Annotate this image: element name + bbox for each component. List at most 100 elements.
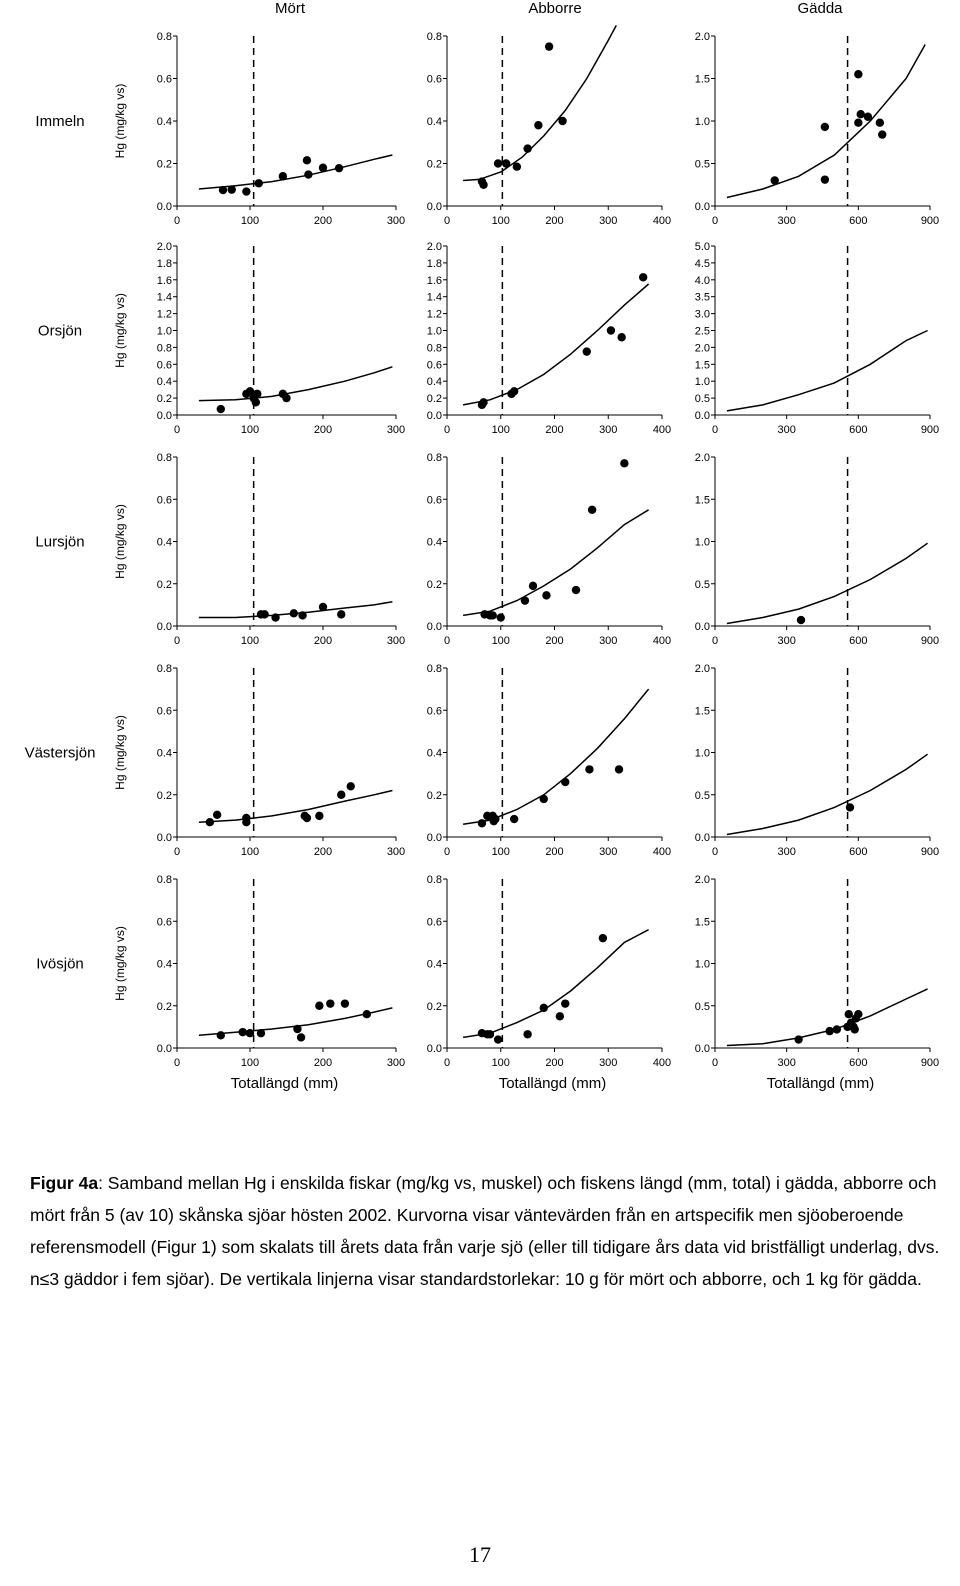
data-point [854,1010,863,1019]
x-axis-label: Totallängd (mm) [231,1075,339,1092]
x-tick-label: 300 [777,846,795,858]
x-tick-label: 400 [653,635,671,647]
y-tick-label: 1.4 [427,292,442,304]
x-tick-label: 100 [492,846,510,858]
y-tick-label: 0.4 [157,959,172,971]
data-point [825,1026,834,1036]
y-tick-label: 1.2 [157,309,172,321]
y-tick-label: 2.0 [695,874,710,886]
x-tick-label: 300 [387,846,405,858]
data-point [304,170,313,179]
x-tick-label: 100 [241,846,259,858]
y-tick-label: 1.0 [695,959,710,971]
data-point [614,765,624,774]
data-point [238,1027,247,1037]
y-tick-label: 0.2 [427,790,442,802]
data-point [638,273,648,282]
model-curve [726,753,929,836]
data-point [493,1035,503,1044]
x-tick-label: 200 [545,215,563,227]
x-tick-label: 300 [599,846,617,858]
y-tick-label: 0.2 [427,579,442,591]
data-point [256,1029,266,1038]
lake-title: Orsjön [38,323,82,340]
model-curve [462,929,649,1039]
y-tick-label: 0.2 [157,790,172,802]
x-tick-label: 900 [921,846,939,858]
x-tick-label: 400 [653,846,671,858]
y-tick-label: 0.0 [695,1043,710,1055]
x-tick-label: 400 [653,215,671,227]
x-tick-label: 0 [444,1057,450,1069]
y-tick-label: 3.0 [695,309,710,321]
x-tick-label: 200 [545,635,563,647]
x-tick-label: 0 [174,1057,180,1069]
data-point [337,610,346,619]
y-tick-label: 0.2 [427,159,442,171]
data-point [488,611,497,620]
chart-panel: 0.0 0.2 0.4 0.6 0.8 0 100 200 300 400 [427,25,671,227]
chart-panel: 0.0 0.2 0.4 0.6 0.8 1.0 1.2 1.4 1.6 1.8 2.0 0 100 200… [427,241,671,436]
y-tick-label: 0.0 [157,1043,172,1055]
data-point [523,1030,532,1039]
y-tick-label: 0.6 [427,74,442,86]
x-tick-label: 300 [777,1057,795,1069]
y-tick-label: 0.6 [157,916,172,928]
x-axis-label: Totallängd (mm) [499,1075,607,1092]
x-tick-label: 0 [444,846,450,858]
x-axis-label: Totallängd (mm) [767,1075,875,1092]
y-tick-label: 0.6 [157,359,172,371]
data-point [337,790,346,799]
y-tick-label: 0.8 [427,874,442,886]
model-curve [726,542,929,625]
y-tick-label: 0.8 [427,342,442,354]
x-tick-label: 200 [545,424,563,436]
data-point [544,42,554,51]
x-tick-label: 300 [777,215,795,227]
data-point [362,1010,371,1019]
data-point [493,159,503,168]
y-tick-label: 0.6 [427,705,442,717]
y-tick-label: 1.0 [695,748,710,760]
data-point [271,613,280,622]
x-tick-label: 300 [599,635,617,647]
species-title: Abborre [528,0,581,17]
y-axis-label: Hg (mg/kg vs) [113,715,127,790]
y-tick-label: 5.0 [695,241,710,253]
data-point [496,613,505,622]
data-point [844,1010,853,1019]
x-tick-label: 100 [492,1057,510,1069]
data-point [260,610,269,619]
data-point [293,1024,302,1034]
y-tick-label: 0.0 [157,621,172,633]
x-tick-label: 300 [599,424,617,436]
data-point [585,765,594,774]
data-point [491,814,500,824]
data-point [298,611,307,620]
data-point [251,398,261,407]
chart-panel: 0.0 0.2 0.4 0.6 0.8 1.0 1.2 1.4 1.6 1.8 2.0 0 100 200… [157,241,405,436]
chart-panel: 0.0 0.5 1.0 1.5 2.0 0 300 600 900 [695,31,939,227]
y-tick-label: 0.8 [157,452,172,464]
data-point [216,1031,225,1040]
y-tick-label: 2.0 [695,342,710,354]
x-tick-label: 200 [314,635,332,647]
data-point [318,163,328,172]
x-tick-label: 300 [777,424,795,436]
data-point [523,144,532,153]
x-tick-label: 200 [314,846,332,858]
y-tick-label: 1.0 [695,116,710,128]
model-curve [198,154,393,190]
data-point [315,811,324,821]
data-point [340,999,350,1008]
y-tick-label: 0.0 [427,621,442,633]
x-tick-label: 600 [849,1057,867,1069]
data-point [534,121,543,130]
data-point [555,1012,565,1021]
x-tick-label: 100 [492,424,510,436]
chart-panel: 0.0 0.5 1.0 1.5 2.0 0 300 600 900 [695,452,939,647]
y-tick-label: 1.0 [427,326,442,338]
x-tick-label: 100 [241,215,259,227]
x-tick-label: 600 [849,846,867,858]
x-tick-label: 600 [849,215,867,227]
